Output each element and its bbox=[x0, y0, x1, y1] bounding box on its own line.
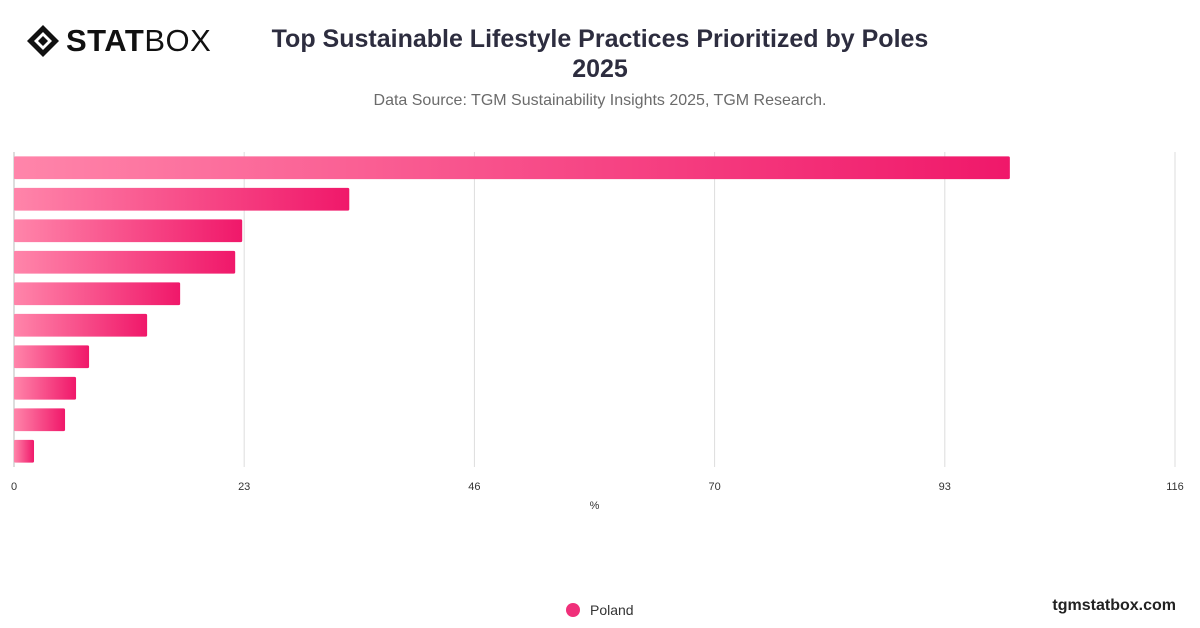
bar bbox=[14, 408, 66, 432]
bar bbox=[14, 282, 181, 306]
x-tick-label: 70 bbox=[708, 481, 720, 493]
bar bbox=[14, 439, 35, 463]
chart-title-line1: Top Sustainable Lifestyle Practices Prio… bbox=[271, 25, 929, 53]
site-credit: tgmstatbox.com bbox=[1052, 597, 1176, 614]
brand-wordmark: STATBOX bbox=[66, 23, 212, 58]
x-tick-label: 23 bbox=[238, 481, 250, 493]
legend[interactable]: Poland bbox=[566, 602, 634, 618]
bar bbox=[14, 313, 148, 337]
x-tick-label: 46 bbox=[468, 481, 480, 493]
bar bbox=[14, 345, 90, 369]
x-tick-label: 0 bbox=[11, 481, 17, 493]
bar bbox=[14, 376, 77, 400]
legend-marker bbox=[566, 603, 580, 617]
diamond-icon bbox=[27, 25, 59, 57]
bar bbox=[14, 187, 350, 211]
chart-title: Top Sustainable Lifestyle Practices Prio… bbox=[200, 24, 1000, 84]
bar bbox=[14, 250, 236, 274]
x-tick-label: 93 bbox=[939, 481, 951, 493]
x-axis-title: % bbox=[590, 500, 600, 512]
bar bbox=[14, 219, 243, 243]
bar bbox=[14, 156, 1010, 180]
legend-label: Poland bbox=[590, 602, 634, 618]
chart-title-line2: 2025 bbox=[572, 55, 628, 83]
chart-subtitle: Data Source: TGM Sustainability Insights… bbox=[373, 92, 827, 109]
brand-logo: STATBOX bbox=[26, 24, 211, 58]
x-tick-label: 116 bbox=[1166, 481, 1184, 493]
